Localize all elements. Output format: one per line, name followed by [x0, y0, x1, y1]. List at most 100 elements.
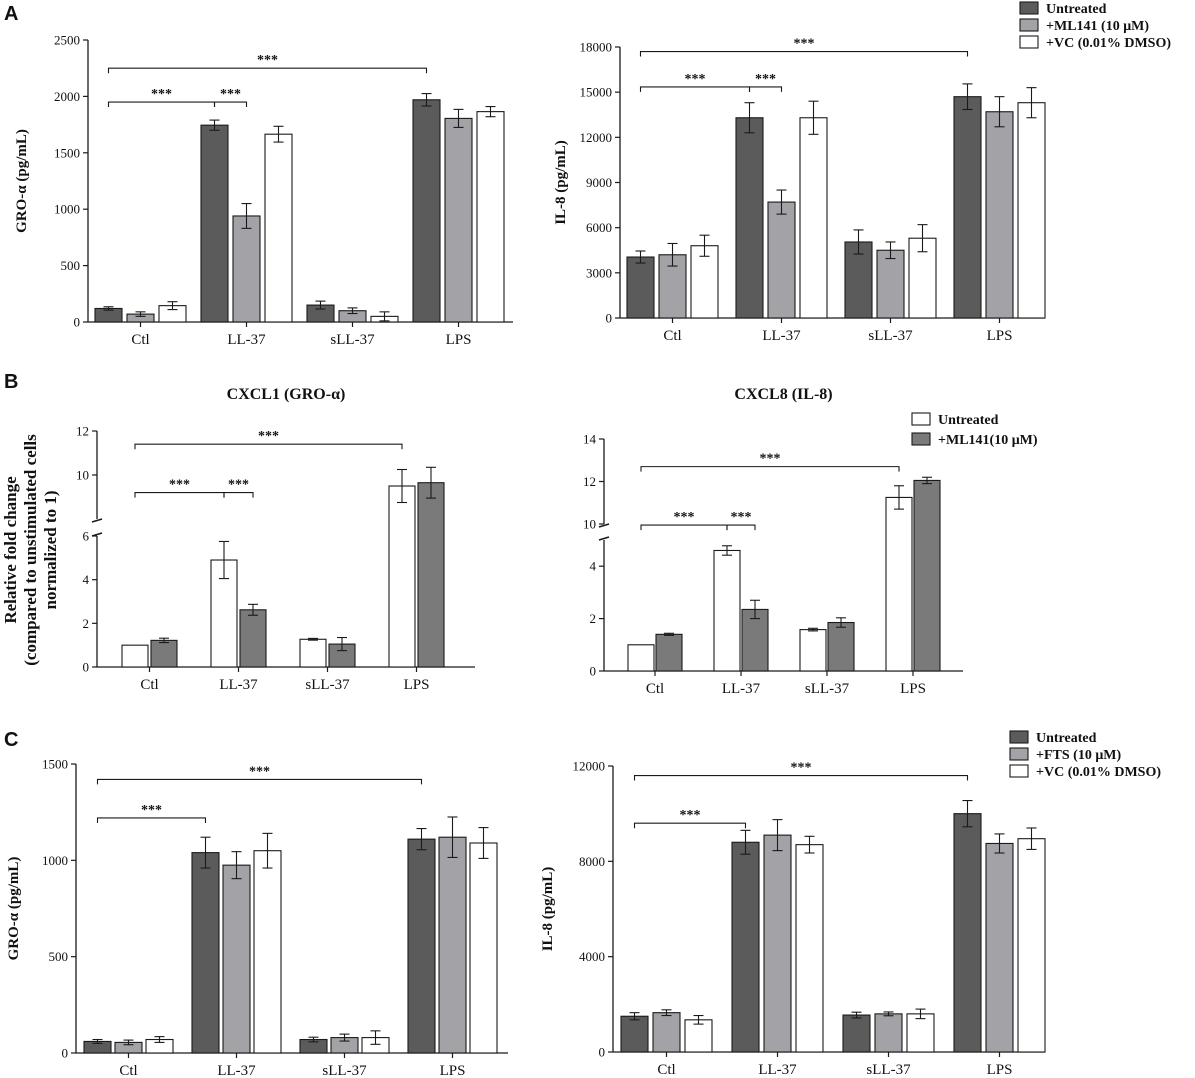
bar — [842, 1014, 871, 1053]
bar — [1017, 102, 1046, 319]
panel-label-c: C — [4, 729, 18, 751]
panel-b-ylabel-line2: (compared to unstimulated cells — [21, 434, 40, 666]
significance-stars: *** — [685, 72, 706, 87]
x-category-label: Ctl — [663, 328, 681, 344]
y-tick-label: 3000 — [586, 265, 612, 280]
y-tick-label: 0 — [606, 311, 613, 326]
bar — [913, 479, 941, 672]
chart-b-right: CXCL8 (IL-8) 0 2 4 10 12 14 Ctl LL-37 sLL-37 LPS **… — [583, 386, 963, 697]
x-category-label: sLL-37 — [866, 1062, 911, 1078]
y-tick-label: 500 — [61, 258, 81, 273]
bar — [253, 850, 282, 1054]
bar — [627, 644, 655, 672]
bar — [444, 117, 473, 323]
axis-break-mark — [598, 536, 610, 541]
chart-title: CXCL1 (GRO-α) — [227, 386, 346, 403]
x-category-label: sLL-37 — [868, 328, 913, 344]
x-category-label: sLL-37 — [330, 332, 375, 348]
bar — [232, 215, 261, 323]
y-tick-label: 1500 — [54, 145, 80, 160]
bar — [1017, 838, 1046, 1053]
legend-swatch — [1019, 35, 1039, 49]
significance-bracket — [640, 524, 728, 531]
y-tick-label: 9000 — [586, 175, 612, 190]
legend-swatch — [1009, 730, 1029, 744]
legend-label: +ML141 (10 μM) — [1046, 19, 1149, 34]
bar — [438, 836, 467, 1054]
bar — [388, 485, 416, 668]
x-category-label: LPS — [404, 677, 430, 693]
x-category-label: Ctl — [657, 1062, 675, 1078]
significance-stars: *** — [674, 510, 695, 525]
bar — [953, 813, 982, 1053]
y-axis-label: IL-8 (pg/mL) — [540, 867, 556, 952]
bar — [222, 864, 251, 1054]
significance-bracket — [107, 67, 428, 74]
x-category-label: LL-37 — [762, 328, 801, 344]
significance-stars: *** — [760, 452, 781, 467]
x-category-label: sLL-37 — [305, 677, 350, 693]
y-tick-label: 4 — [83, 572, 90, 587]
y-tick-label: 6 — [83, 529, 90, 544]
y-tick-label: 10 — [583, 517, 596, 532]
significance-bracket — [639, 50, 969, 57]
significance-stars: *** — [151, 87, 172, 102]
y-tick-label: 0 — [74, 315, 81, 330]
y-tick-label: 0 — [599, 1045, 606, 1060]
y-tick-label: 2 — [590, 611, 597, 626]
significance-stars: *** — [257, 53, 278, 68]
bar — [985, 842, 1014, 1053]
bar — [985, 111, 1014, 319]
chart-b-left: CXCL1 (GRO-α) 0 2 4 6 10 12 Ctl LL-37 sLL-37 LPS **… — [76, 386, 475, 693]
bar — [827, 621, 855, 672]
legend-label: +FTS (10 μM) — [1036, 748, 1121, 763]
legend-label: Untreated — [1046, 2, 1107, 17]
y-tick-label: 12 — [583, 474, 596, 489]
legend-swatch — [1019, 18, 1039, 32]
panel-b-ylabel-line3: normalized to 1) — [41, 491, 60, 610]
bar — [713, 549, 741, 672]
significance-stars: *** — [731, 510, 752, 525]
bar — [121, 644, 149, 668]
legend-label: +VC (0.01% DMSO) — [1046, 36, 1171, 51]
y-tick-label: 6000 — [586, 220, 612, 235]
bar — [953, 96, 982, 319]
bar — [799, 629, 827, 672]
x-category-label: LL-37 — [722, 681, 761, 697]
y-axis-label: GRO-α (pg/mL) — [6, 857, 22, 961]
x-category-label: Ctl — [119, 1063, 137, 1078]
y-tick-label: 15000 — [580, 85, 613, 100]
x-category-label: LPS — [987, 328, 1013, 344]
axis-break-mark — [91, 518, 103, 523]
significance-bracket — [639, 86, 751, 92]
bar — [658, 254, 687, 319]
y-tick-label: 0 — [590, 664, 597, 679]
panel-label-b: B — [4, 371, 18, 393]
y-axis-label: IL-8 (pg/mL) — [553, 140, 569, 225]
y-tick-label: 10 — [76, 468, 89, 483]
bar — [690, 245, 719, 319]
legend-panel-a: Untreated +ML141 (10 μM) +VC (0.01% DMSO) — [1019, 1, 1171, 51]
x-category-label: LPS — [446, 332, 472, 348]
x-category-label: Ctl — [131, 332, 149, 348]
significance-stars: *** — [228, 478, 249, 493]
bar — [299, 638, 327, 668]
legend-swatch — [911, 432, 931, 446]
bar — [655, 633, 683, 672]
significance-bracket — [213, 101, 248, 108]
bar — [469, 842, 498, 1054]
bar — [476, 111, 505, 323]
bar — [150, 639, 178, 668]
significance-bracket — [640, 466, 900, 472]
panel-label-a: A — [4, 3, 18, 25]
y-tick-label: 2500 — [54, 33, 80, 48]
bar — [239, 609, 267, 668]
y-tick-label: 18000 — [580, 40, 613, 55]
y-tick-label: 0 — [83, 660, 90, 675]
y-tick-label: 12 — [76, 424, 89, 439]
bar — [652, 1012, 681, 1053]
y-tick-label: 1500 — [42, 757, 68, 772]
significance-bracket — [96, 778, 423, 785]
y-tick-label: 2 — [83, 616, 90, 631]
